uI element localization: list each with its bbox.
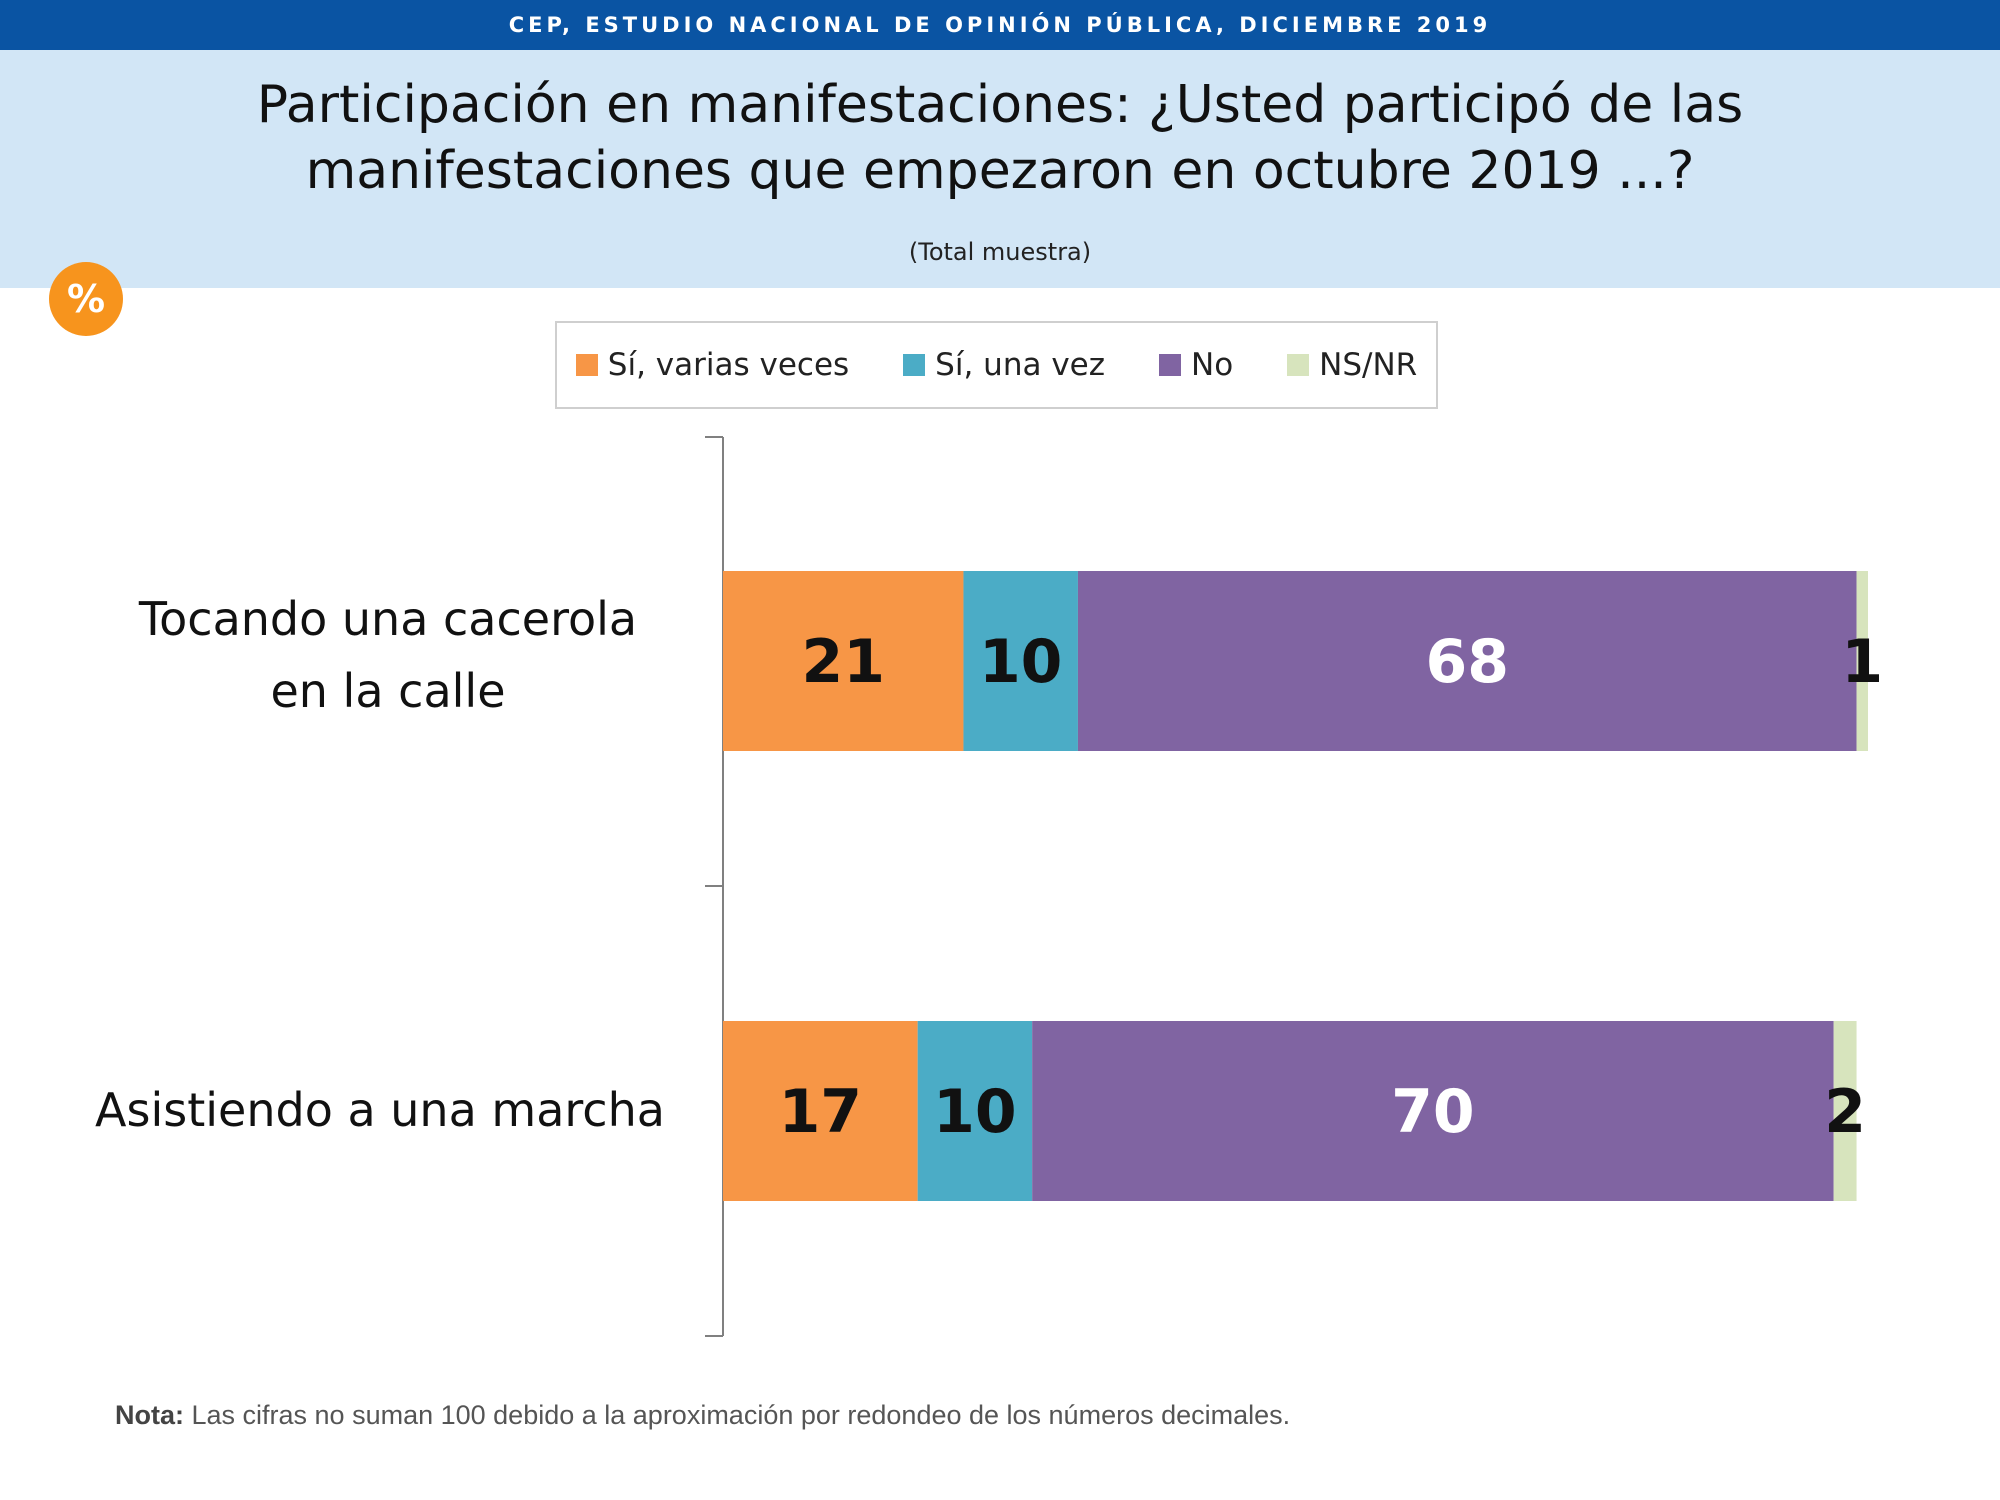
footnote: Nota: Las cifras no suman 100 debido a l… (115, 1400, 1290, 1431)
legend-swatch (1287, 354, 1310, 376)
legend-swatch (1159, 354, 1182, 376)
data-label: 68 (1426, 627, 1510, 697)
bar-segment (1856, 571, 1868, 751)
data-label: 17 (779, 1077, 863, 1147)
legend-item-si-varias-veces: Sí, varias veces (575, 347, 850, 383)
footnote-label: Nota: (115, 1400, 184, 1430)
legend-item-no: No (1159, 347, 1233, 383)
bar-segment (963, 571, 1078, 751)
bar-segment (1032, 1021, 1834, 1201)
chart-subtitle: (Total muestra) (908, 238, 1092, 266)
data-label: 1 (1841, 627, 1883, 697)
legend-swatch (575, 354, 598, 376)
legend-label: Sí, una vez (935, 347, 1106, 383)
chart-title: Participación en manifestaciones: ¿Usted… (256, 75, 1744, 201)
source-banner: CEP, ESTUDIO NACIONAL DE OPINIÓN PÚBLICA… (0, 0, 2000, 50)
data-label: 2 (1824, 1077, 1866, 1147)
data-label: 70 (1391, 1077, 1475, 1147)
legend-item-si-una-vez: Sí, una vez (903, 347, 1105, 383)
bar-segment (917, 1021, 1033, 1201)
data-label: 10 (979, 627, 1063, 697)
bar-segment (1077, 571, 1857, 751)
bar-segment (723, 1021, 918, 1201)
header-band (0, 50, 2000, 288)
legend-swatch (903, 354, 926, 376)
legend-label: Sí, varias veces (607, 347, 850, 383)
legend-item-ns-nr: NS/NR (1287, 347, 1417, 383)
legend-label: NS/NR (1319, 347, 1418, 383)
data-label: 21 (801, 627, 885, 697)
category-label-marcha: Asistiendo a una marcha (95, 1083, 665, 1137)
chart-legend: Sí, varias veces Sí, una vez No NS/NR (555, 321, 1438, 409)
data-label: 10 (933, 1077, 1017, 1147)
percent-badge-icon: % (49, 262, 123, 336)
bar-segment (723, 571, 964, 751)
legend-label: No (1191, 347, 1234, 383)
category-label-cacerola: Tocando una cacerola en la calle (138, 592, 638, 718)
footnote-text: Las cifras no suman 100 debido a la apro… (184, 1400, 1291, 1430)
bar-segment (1833, 1021, 1857, 1201)
